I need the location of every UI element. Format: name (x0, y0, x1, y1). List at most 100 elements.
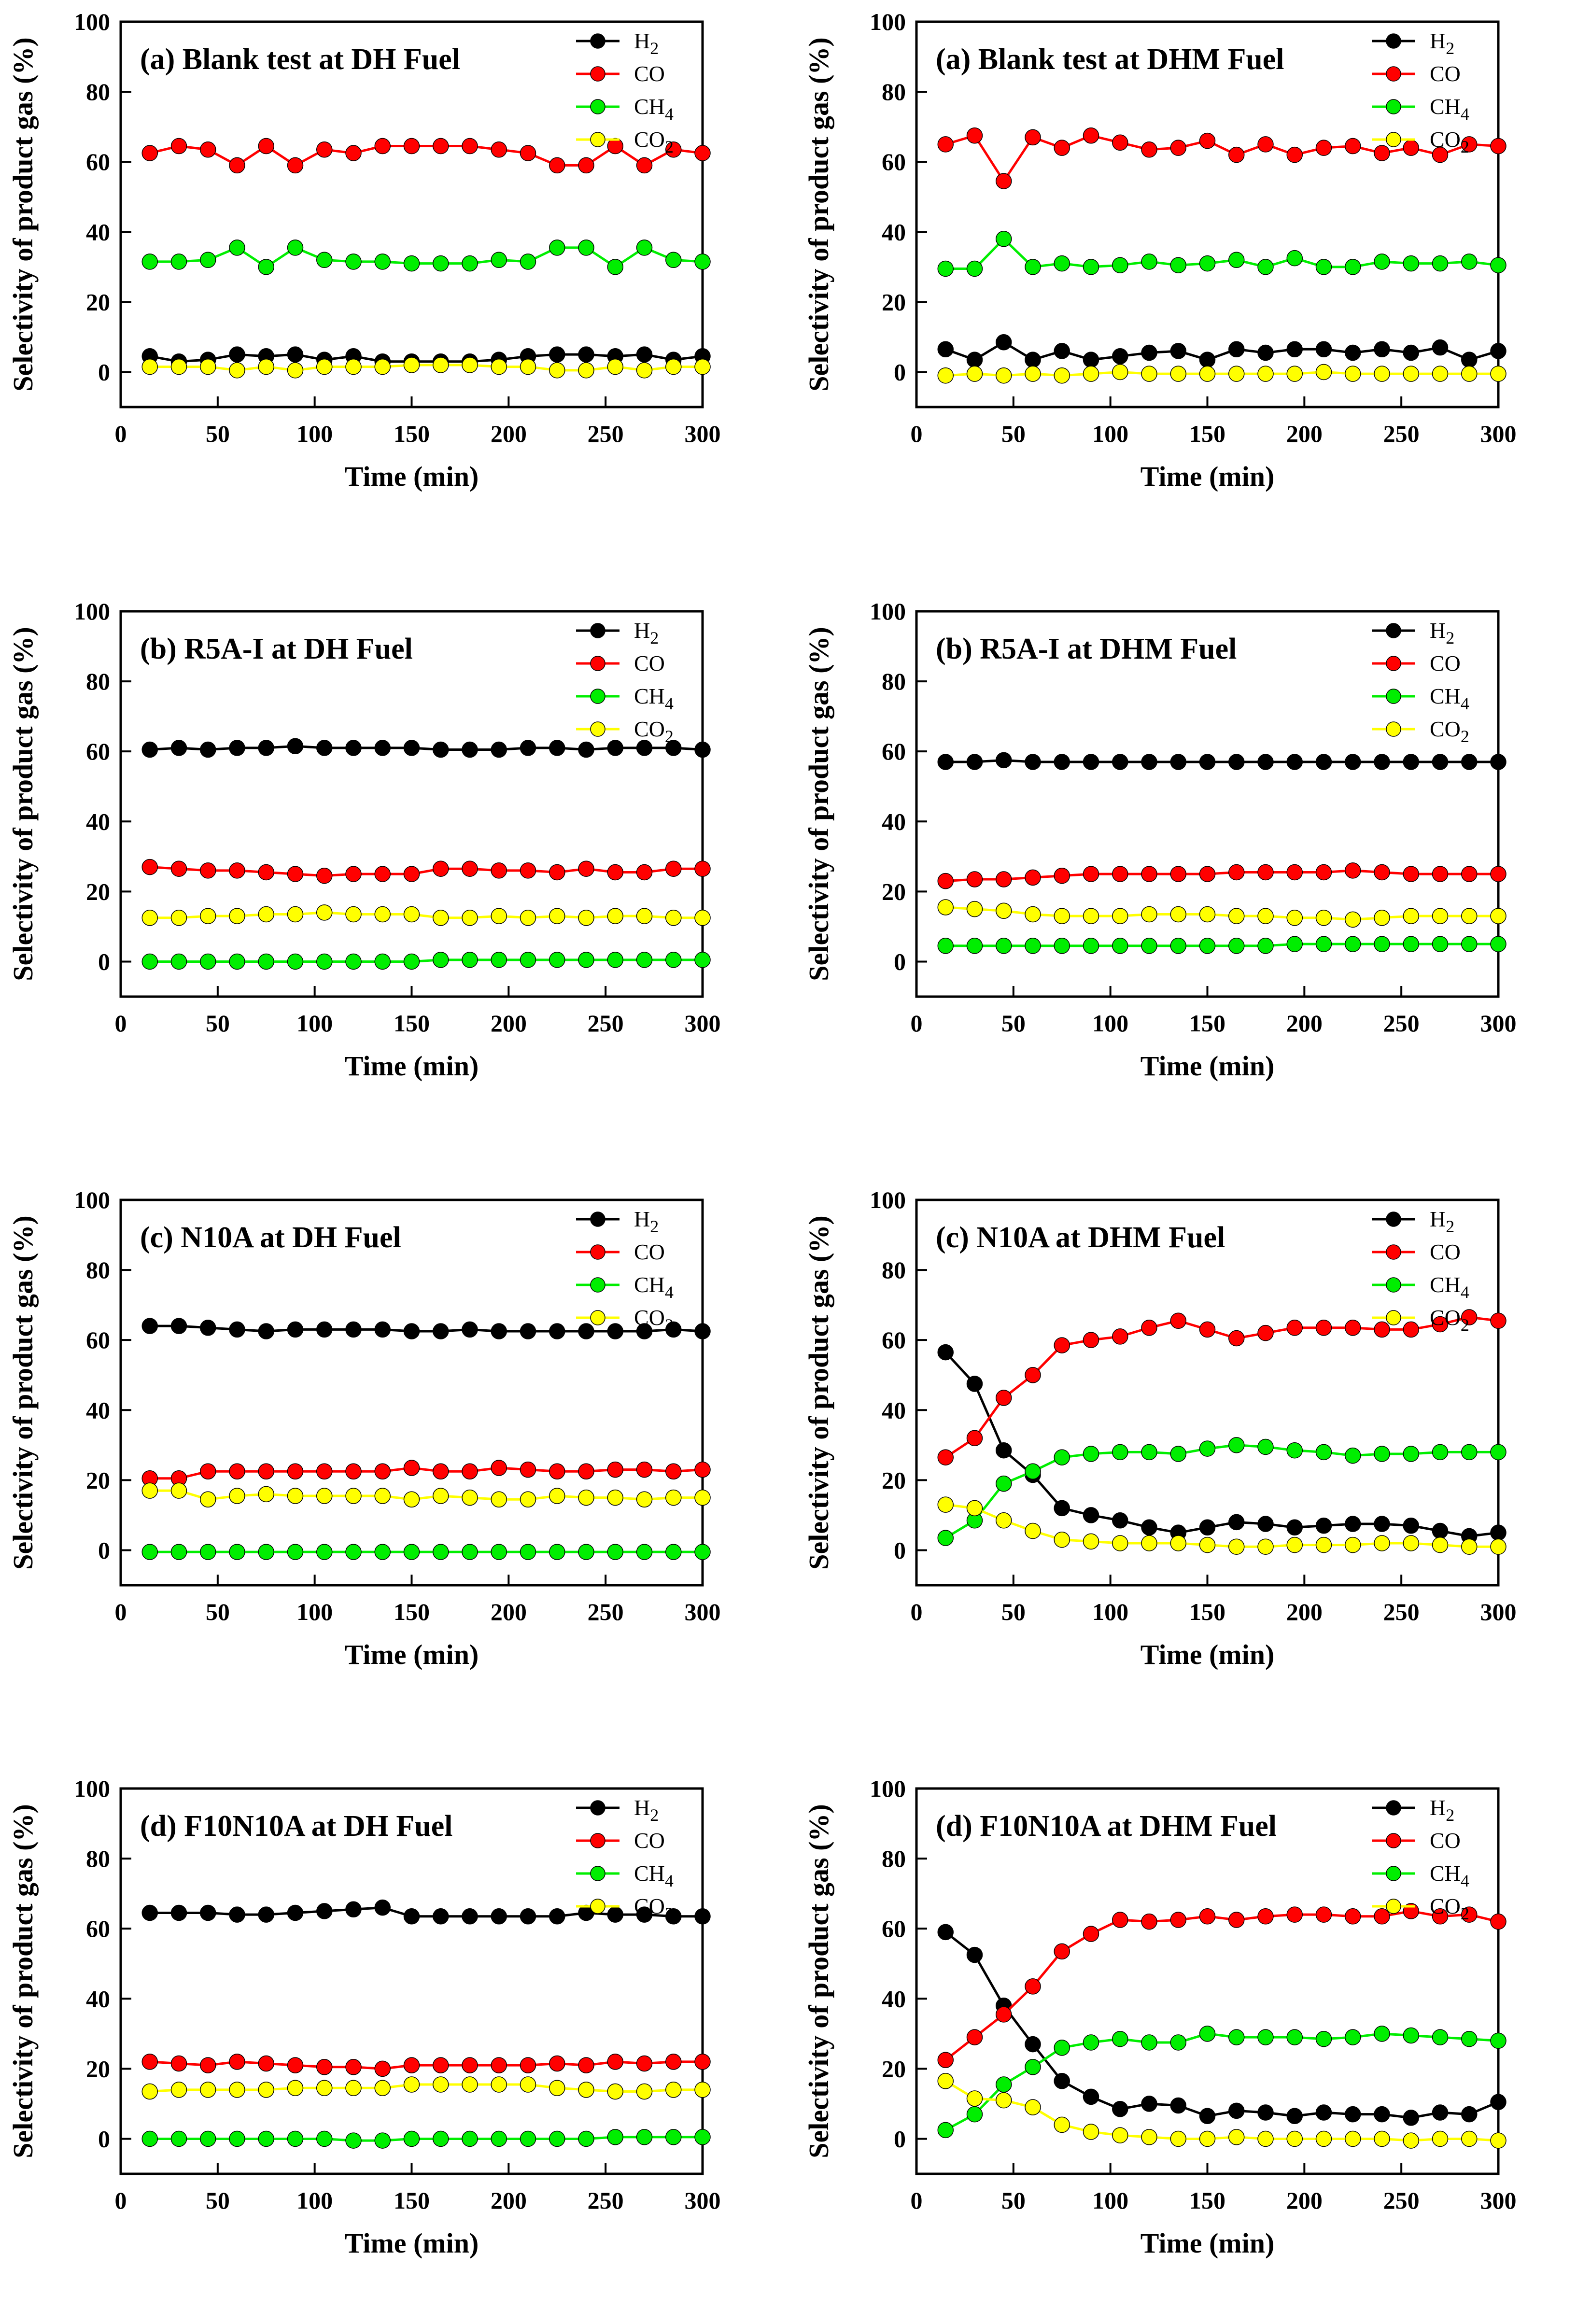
data-point-ch4 (1083, 2034, 1099, 2051)
legend-entry-h2: H2 (1372, 1795, 1454, 1825)
x-tick-label: 250 (1383, 2187, 1420, 2214)
data-point-ch4 (1170, 2034, 1186, 2051)
data-point-h2 (345, 1321, 362, 1338)
data-point-ch4 (170, 953, 187, 970)
data-point-co2 (200, 908, 216, 924)
data-point-h2 (1345, 754, 1361, 770)
data-point-ch4 (345, 2132, 362, 2149)
x-tick-label: 150 (1189, 420, 1225, 447)
series-co2 (937, 364, 1507, 384)
data-point-co (345, 866, 362, 882)
data-point-co2 (491, 2076, 507, 2093)
data-point-co (1199, 1908, 1216, 1925)
x-tick-label: 200 (1286, 420, 1323, 447)
x-tick-label: 100 (1092, 2187, 1128, 2214)
data-point-h2 (996, 334, 1012, 351)
y-tick-label: 60 (882, 1326, 906, 1353)
data-point-co2 (287, 1488, 304, 1504)
legend-label-main: CO (634, 1239, 665, 1264)
data-point-h2 (996, 1442, 1012, 1459)
series-co2 (141, 904, 711, 926)
data-point-co2 (1112, 2127, 1128, 2143)
data-point-co (996, 1390, 1012, 1406)
data-point-co2 (491, 358, 507, 375)
data-point-co (1054, 140, 1070, 156)
data-point-h2 (287, 1904, 304, 1921)
y-tick-label: 60 (86, 738, 110, 765)
data-point-co (403, 2057, 420, 2073)
data-point-co2 (1199, 906, 1216, 923)
data-point-ch4 (1345, 936, 1361, 952)
x-axis-title: Time (min) (345, 2227, 479, 2259)
data-point-co (578, 2057, 594, 2073)
x-tick-label: 200 (491, 420, 527, 447)
data-point-co (141, 145, 158, 161)
legend-label-main: H (634, 1207, 650, 1231)
legend-marker (590, 1800, 605, 1816)
legend-label-main: CO (634, 61, 665, 86)
data-point-h2 (1112, 754, 1128, 770)
legend-marker (590, 66, 605, 82)
data-point-co (1490, 1312, 1507, 1329)
data-point-ch4 (141, 254, 158, 270)
y-tick-label: 40 (86, 1396, 110, 1423)
data-point-co2 (1345, 366, 1361, 382)
legend-label: H2 (634, 28, 659, 58)
data-point-ch4 (578, 2130, 594, 2147)
data-point-h2 (607, 740, 623, 756)
series-co (937, 1903, 1507, 2068)
data-point-h2 (1141, 344, 1157, 361)
data-point-co (1257, 136, 1274, 153)
data-point-ch4 (258, 2130, 274, 2147)
legend-marker (1386, 66, 1401, 82)
data-point-ch4 (170, 1544, 187, 1560)
data-point-ch4 (549, 239, 565, 256)
legend-label-main: CO (1430, 1239, 1461, 1264)
data-point-co2 (1054, 908, 1070, 924)
panel-title: (d) F10N10A at DH Fuel (140, 1810, 453, 1843)
data-point-co (403, 1460, 420, 1476)
data-point-h2 (229, 346, 245, 363)
legend-label-subscript: 2 (650, 628, 659, 648)
data-point-h2 (1403, 754, 1419, 770)
x-tick-label: 50 (206, 1598, 230, 1625)
data-point-h2 (170, 740, 187, 756)
data-point-co2 (937, 1496, 954, 1513)
y-tick-label: 100 (870, 1186, 906, 1213)
data-point-ch4 (374, 1544, 391, 1560)
data-point-co (1490, 1913, 1507, 1930)
data-point-h2 (403, 1908, 420, 1925)
panel-title: (c) N10A at DHM Fuel (936, 1221, 1225, 1254)
panel-8: 0 20 40 60 80 100 0 50 100 150 200 250 300 Time (min)… (803, 1775, 1517, 2259)
data-point-ch4 (1315, 259, 1332, 275)
y-tick-label: 80 (882, 78, 906, 105)
x-tick-label: 300 (1480, 1598, 1517, 1625)
data-point-ch4 (141, 953, 158, 970)
data-point-h2 (316, 1903, 333, 1919)
data-point-co2 (374, 2080, 391, 2097)
y-tick-label: 100 (870, 1775, 906, 1802)
legend-label-main: CO (1430, 61, 1461, 86)
data-point-co (636, 1461, 653, 1478)
data-point-co2 (520, 910, 536, 926)
data-point-co2 (1257, 1538, 1274, 1555)
data-point-co2 (1461, 366, 1478, 382)
x-axis-title: Time (min) (1141, 1050, 1275, 1082)
x-axis-title: Time (min) (345, 1639, 479, 1670)
data-point-co2 (403, 1491, 420, 1508)
legend-label: CH4 (634, 1861, 674, 1890)
data-point-co2 (374, 906, 391, 923)
data-point-co (1083, 1332, 1099, 1348)
data-point-ch4 (1199, 938, 1216, 954)
data-point-co2 (636, 1491, 653, 1508)
data-point-h2 (287, 738, 304, 755)
data-point-co2 (374, 358, 391, 375)
data-point-ch4 (287, 2130, 304, 2147)
legend-marker (1386, 656, 1401, 671)
data-point-h2 (229, 1906, 245, 1923)
data-point-co2 (1141, 1535, 1157, 1551)
data-point-h2 (1257, 2104, 1274, 2121)
data-point-co (1170, 866, 1186, 882)
data-point-ch4 (520, 2130, 536, 2147)
